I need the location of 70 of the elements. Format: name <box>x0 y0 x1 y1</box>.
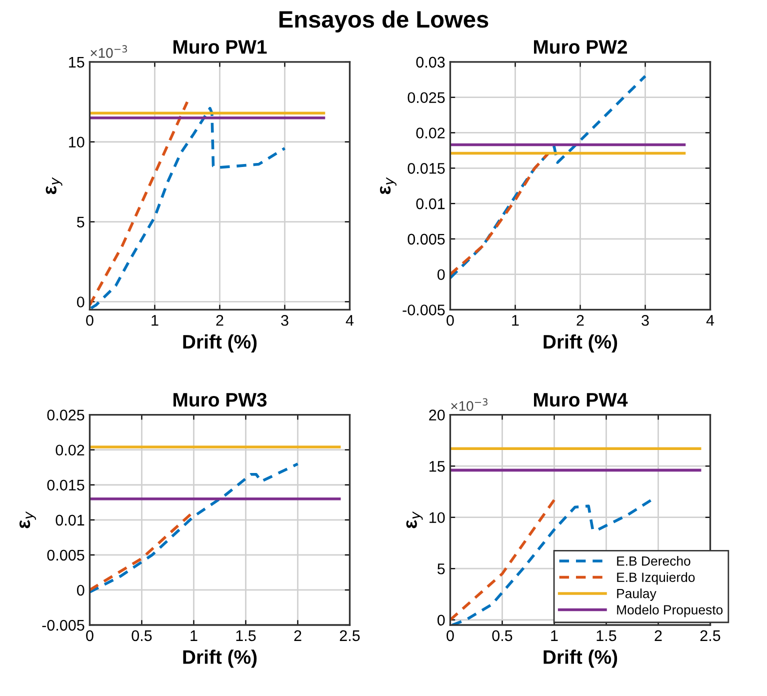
y-tick-label: -0.005 <box>42 620 84 631</box>
y-tick-label: 0 <box>437 614 445 626</box>
y-tick-label: 0.015 <box>47 480 84 491</box>
y-axis-title: ε$_{y}$ <box>19 511 36 528</box>
legend-label: Paulay <box>617 588 656 601</box>
text: ×10$^{−3}$ <box>451 398 488 411</box>
x-tick-label: 0.5 <box>492 630 512 642</box>
text: ×10$^{−3}$ <box>90 45 127 58</box>
y-tick-label: 0.01 <box>416 198 445 210</box>
y-tick-label: -0.005 <box>402 304 445 316</box>
chart-title: Muro PW2 <box>534 40 627 54</box>
legend-label: E.B Izquierdo <box>617 572 695 585</box>
x-tick-label: 1 <box>190 630 198 641</box>
legend-label: Modelo Propuesto <box>617 604 723 618</box>
line-series <box>450 74 647 280</box>
legend-label: E.B Derecho <box>617 556 690 566</box>
line-series <box>450 152 550 276</box>
x-tick-label: 2 <box>294 630 302 641</box>
x-tick-label: 0 <box>86 314 94 326</box>
y-tick-label: 0.02 <box>416 128 445 138</box>
y-tick-label: 0.03 <box>416 56 445 68</box>
x-tick-label: 2.5 <box>340 630 360 642</box>
text: Ensayos de Lowes <box>279 10 488 32</box>
line-series <box>90 106 286 310</box>
x-tick-label: 2.5 <box>700 630 720 642</box>
x-axis-title: Drift (%) <box>183 650 257 668</box>
y-tick-label: 15 <box>430 461 445 472</box>
x-tick-label: 1 <box>512 315 519 326</box>
y-tick-label: 0.015 <box>408 163 445 174</box>
chart-title: Muro PW3 <box>174 392 267 407</box>
x-axis-title: Drift (%) <box>183 334 257 353</box>
x-tick-label: 0 <box>446 630 454 642</box>
x-tick-label: 2 <box>576 314 584 326</box>
y-tick-label: 0.025 <box>47 410 84 420</box>
x-tick-label: 0 <box>86 630 94 642</box>
chart-title: Muro PW4 <box>534 393 628 407</box>
x-tick-label: 3 <box>642 314 649 326</box>
y-tick-label: 0 <box>437 269 445 280</box>
y-tick-label: 0.005 <box>408 234 445 245</box>
line-series <box>90 100 189 306</box>
chart-title: Muro PW1 <box>174 40 267 54</box>
x-tick-label: 0.5 <box>132 630 152 642</box>
x-tick-label: 3 <box>281 314 288 326</box>
y-tick-label: 10 <box>69 136 84 148</box>
y-axis-title: ε$_{y}$ <box>46 177 62 194</box>
y-tick-label: 0 <box>76 584 84 596</box>
x-tick-label: 4 <box>706 315 714 326</box>
y-tick-label: 5 <box>76 216 84 228</box>
y-tick-label: 0.02 <box>56 444 84 456</box>
x-tick-label: 0 <box>446 314 454 326</box>
y-tick-label: 0.025 <box>408 92 445 104</box>
y-tick-label: 0.005 <box>47 550 84 561</box>
y-tick-label: 10 <box>430 512 445 524</box>
y-axis-title: ε$_{y}$ <box>380 177 396 194</box>
y-tick-label: 20 <box>429 410 445 420</box>
x-tick-label: 1.5 <box>236 630 256 642</box>
x-tick-label: 2 <box>654 630 662 641</box>
x-tick-label: 1 <box>152 315 158 326</box>
x-axis-title: Drift (%) <box>544 650 618 668</box>
x-tick-label: 4 <box>346 315 354 326</box>
y-axis-title: ε$_{y}$ <box>406 511 423 528</box>
y-tick-label: 15 <box>69 56 84 68</box>
line-series <box>90 462 300 594</box>
x-tick-label: 1 <box>551 630 558 641</box>
x-axis-title: Drift (%) <box>544 334 618 353</box>
x-tick-label: 1.5 <box>596 630 616 642</box>
x-tick-label: 2 <box>216 314 224 326</box>
y-tick-label: 5 <box>437 564 445 574</box>
y-tick-label: 0.01 <box>56 514 84 526</box>
y-tick-label: 0 <box>76 296 84 308</box>
